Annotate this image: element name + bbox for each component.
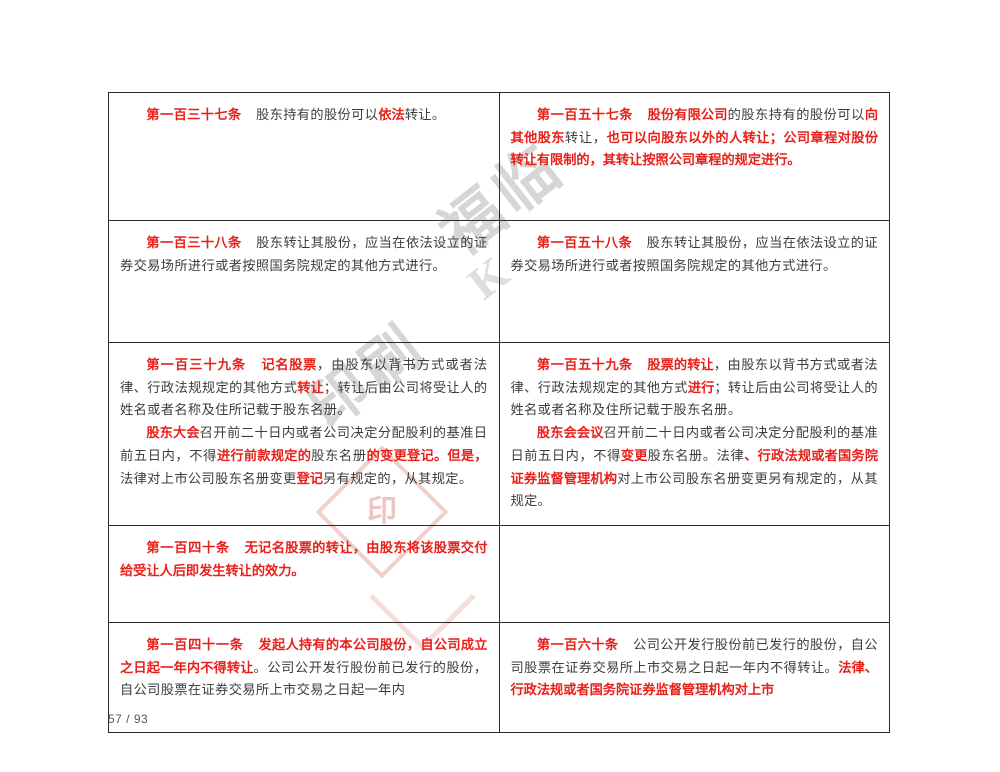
original-text: 召开前二十日内或者公司决定分配股利的基准日前五日内，不得 — [510, 425, 879, 463]
article-number: 第一百三十八条 — [146, 235, 242, 250]
amended-text: 、行政法规或者国务院证券监督管理机构 — [510, 447, 879, 486]
table-cell-original: 第一百四十一条 发起人持有的本公司股份，自公司成立之日起一年内不得转让。公司公开发… — [108, 621, 500, 733]
cell-content: 第一百三十八条 股东转让其股份，应当在依法设立的证券交易场所进行或者按照国务院规定… — [120, 232, 488, 277]
original-text: 法律对上市公司股东名册变更 — [120, 470, 297, 486]
original-text: 股东持有的股份可以 — [256, 107, 379, 122]
original-text: ；转让后由公司将受让人的姓名或者名称及住所记载于股东名册。 — [510, 379, 878, 418]
table-cell-revised: 第一百五十九条 股票的转让，由股东以背书方式或者法律、行政法规规定的其他方式进行；… — [498, 342, 890, 526]
table-cell-revised: 第一百五十七条 股份有限公司的股东持有的股份可以向其他股东转让，也可以向股东以外的… — [498, 92, 890, 221]
article-paragraph: 第一百五十七条 股份有限公司的股东持有的股份可以向其他股东转让，也可以向股东以外的… — [511, 104, 879, 172]
article-paragraph: 股东会会议召开前二十日内或者公司决定分配股利的基准日前五日内，不得变更股东名册。… — [511, 422, 879, 513]
article-paragraph: 第一百四十条 无记名股票的转让，由股东将该股票交付给受让人后即发生转让的效力。 — [120, 537, 488, 582]
cell-content: 第一百三十九条 记名股票，由股东以背书方式或者法律、行政法规规定的其他方式转让；转… — [120, 354, 488, 490]
original-text: 。公司公开发行股份前已发行的股份，自公司股票在证券交易所上市交易之日起一年内 — [120, 659, 488, 698]
amended-text: 进行 — [687, 379, 715, 395]
amended-text: 转让 — [297, 379, 324, 395]
article-paragraph: 第一百三十八条 股东转让其股份，应当在依法设立的证券交易场所进行或者按照国务院规定… — [120, 232, 488, 277]
table-cell-revised: 第一百六十条 公司公开发行股份前已发行的股份，自公司股票在证券交易所上市交易之日起… — [498, 621, 890, 733]
cell-content: 第一百四十条 无记名股票的转让，由股东将该股票交付给受让人后即发生转让的效力。 — [120, 537, 488, 582]
amended-text: 股东会会议 — [536, 425, 604, 441]
article-paragraph: 第一百三十九条 记名股票，由股东以背书方式或者法律、行政法规规定的其他方式转让；转… — [120, 354, 488, 422]
article-paragraph: 第一百三十七条 股东持有的股份可以依法转让。 — [120, 104, 488, 127]
cell-content: 第一百四十一条 发起人持有的本公司股份，自公司成立之日起一年内不得转让。公司公开发… — [120, 634, 488, 702]
article-comparison-table: 第一百三十七条 股东持有的股份可以依法转让。 第一百五十七条 股份有限公司的股东持有… — [108, 92, 890, 733]
table-row: 第一百四十条 无记名股票的转让，由股东将该股票交付给受让人后即发生转让的效力。 — [108, 524, 890, 623]
article-paragraph: 第一百六十条 公司公开发行股份前已发行的股份，自公司股票在证券交易所上市交易之日起… — [511, 634, 879, 702]
amended-text: 法律、行政法规或者国务院证券监督管理机构对上市 — [510, 659, 879, 698]
article-number: 第一百五十七条 — [536, 107, 633, 122]
table-cell-revised — [498, 524, 890, 623]
table-cell-revised: 第一百五十八条 股东转让其股份，应当在依法设立的证券交易场所进行或者按照国务院规定… — [498, 220, 890, 343]
page-number-footer: 57 / 93 — [108, 712, 149, 726]
table-cell-original: 第一百三十七条 股东持有的股份可以依法转让。 — [108, 92, 500, 221]
table-row: 第一百三十九条 记名股票，由股东以背书方式或者法律、行政法规规定的其他方式转让；转… — [108, 342, 890, 526]
cell-content: 第一百五十八条 股东转让其股份，应当在依法设立的证券交易场所进行或者按照国务院规定… — [511, 232, 879, 277]
original-text: ；转让后由公司将受让人的姓名或者名称及住所记载于股东名册。 — [120, 379, 488, 418]
table-cell-original: 第一百三十八条 股东转让其股份，应当在依法设立的证券交易场所进行或者按照国务院规定… — [108, 220, 500, 343]
original-text: 对上市公司股东名册变更另有规定的，从其规定。 — [510, 470, 878, 509]
amended-text: 变更 — [620, 447, 648, 463]
article-number: 第一百三十七条 — [146, 107, 242, 122]
table-row: 第一百三十七条 股东持有的股份可以依法转让。 第一百五十七条 股份有限公司的股东持有… — [108, 92, 890, 221]
original-text: ，由股东以背书方式或者法律、行政法规规定的其他方式 — [510, 357, 878, 395]
article-number: 第一百五十九条 — [536, 357, 633, 372]
original-text: 股东名册 — [311, 447, 367, 463]
original-text: 股东名册。法律 — [647, 447, 745, 463]
original-text: ，由股东以背书方式或者法律、行政法规规定的其他方式 — [120, 357, 488, 395]
amended-text: 依法 — [378, 107, 405, 122]
amended-text: 股东大会 — [146, 425, 200, 441]
amended-text: 无记名股票的转让，由股东将该股票交付给受让人后即发生转让的效力。 — [120, 539, 488, 578]
amended-text: 的变更登记。但是， — [366, 447, 488, 463]
cell-content: 第一百六十条 公司公开发行股份前已发行的股份，自公司股票在证券交易所上市交易之日起… — [511, 634, 879, 702]
original-text: 转让， — [564, 129, 607, 145]
original-text: 的股东持有的股份可以 — [727, 107, 865, 122]
original-text: 召开前二十日内或者公司决定分配股利的基准日前五日内，不得 — [120, 425, 488, 463]
original-text: 转让。 — [404, 107, 446, 122]
amended-text: 发起人持有的本公司股份，自公司成立之日起一年内不得转让 — [120, 636, 488, 675]
article-number: 第一百三十九条 — [146, 357, 247, 372]
article-paragraph: 股东大会召开前二十日内或者公司决定分配股利的基准日前五日内，不得进行前款规定的股… — [120, 422, 488, 490]
article-number: 第一百五十八条 — [536, 235, 633, 250]
original-text: 股东转让其股份，应当在依法设立的证券交易场所进行或者按照国务院规定的其他方式进行… — [120, 235, 488, 273]
article-number: 第一百四十条 — [146, 539, 230, 555]
amended-text: 登记 — [296, 470, 324, 486]
original-text: 股东转让其股份，应当在依法设立的证券交易场所进行或者按照国务院规定的其他方式进行… — [510, 235, 878, 273]
cell-content: 第一百三十七条 股东持有的股份可以依法转让。 — [120, 104, 488, 127]
table-row: 第一百四十一条 发起人持有的本公司股份，自公司成立之日起一年内不得转让。公司公开发… — [108, 621, 890, 733]
original-text: 另有规定的，从其规定。 — [323, 470, 473, 486]
cell-content: 第一百五十九条 股票的转让，由股东以背书方式或者法律、行政法规规定的其他方式进行；… — [511, 354, 879, 513]
amended-text: 进行前款规定的 — [217, 447, 312, 463]
article-paragraph: 第一百五十九条 股票的转让，由股东以背书方式或者法律、行政法规规定的其他方式进行；… — [511, 354, 879, 422]
article-number: 第一百六十条 — [536, 636, 619, 652]
amended-text: 股份有限公司 — [647, 107, 728, 122]
article-paragraph: 第一百四十一条 发起人持有的本公司股份，自公司成立之日起一年内不得转让。公司公开发… — [120, 634, 488, 702]
table-cell-original: 第一百三十九条 记名股票，由股东以背书方式或者法律、行政法规规定的其他方式转让；转… — [108, 342, 500, 526]
table-row: 第一百三十八条 股东转让其股份，应当在依法设立的证券交易场所进行或者按照国务院规定… — [108, 220, 890, 343]
article-paragraph: 第一百五十八条 股东转让其股份，应当在依法设立的证券交易场所进行或者按照国务院规定… — [511, 232, 879, 277]
original-text: 公司公开发行股份前已发行的股份，自公司股票在证券交易所上市交易之日起一年内不得转… — [510, 636, 878, 675]
amended-text: 记名股票 — [260, 357, 317, 372]
table-cell-original: 第一百四十条 无记名股票的转让，由股东将该股票交付给受让人后即发生转让的效力。 — [108, 524, 500, 623]
amended-text: 也可以向股东以外的人转让；公司章程对股份转让有限制的，其转让按照公司章程的规定进… — [510, 129, 879, 168]
amended-text: 向其他股东 — [510, 107, 879, 145]
article-number: 第一百四十一条 — [146, 636, 244, 652]
amended-text: 股票的转让 — [647, 357, 714, 372]
cell-content: 第一百五十七条 股份有限公司的股东持有的股份可以向其他股东转让，也可以向股东以外的… — [511, 104, 879, 172]
table-body: 第一百三十七条 股东持有的股份可以依法转让。 第一百五十七条 股份有限公司的股东持有… — [108, 92, 890, 733]
